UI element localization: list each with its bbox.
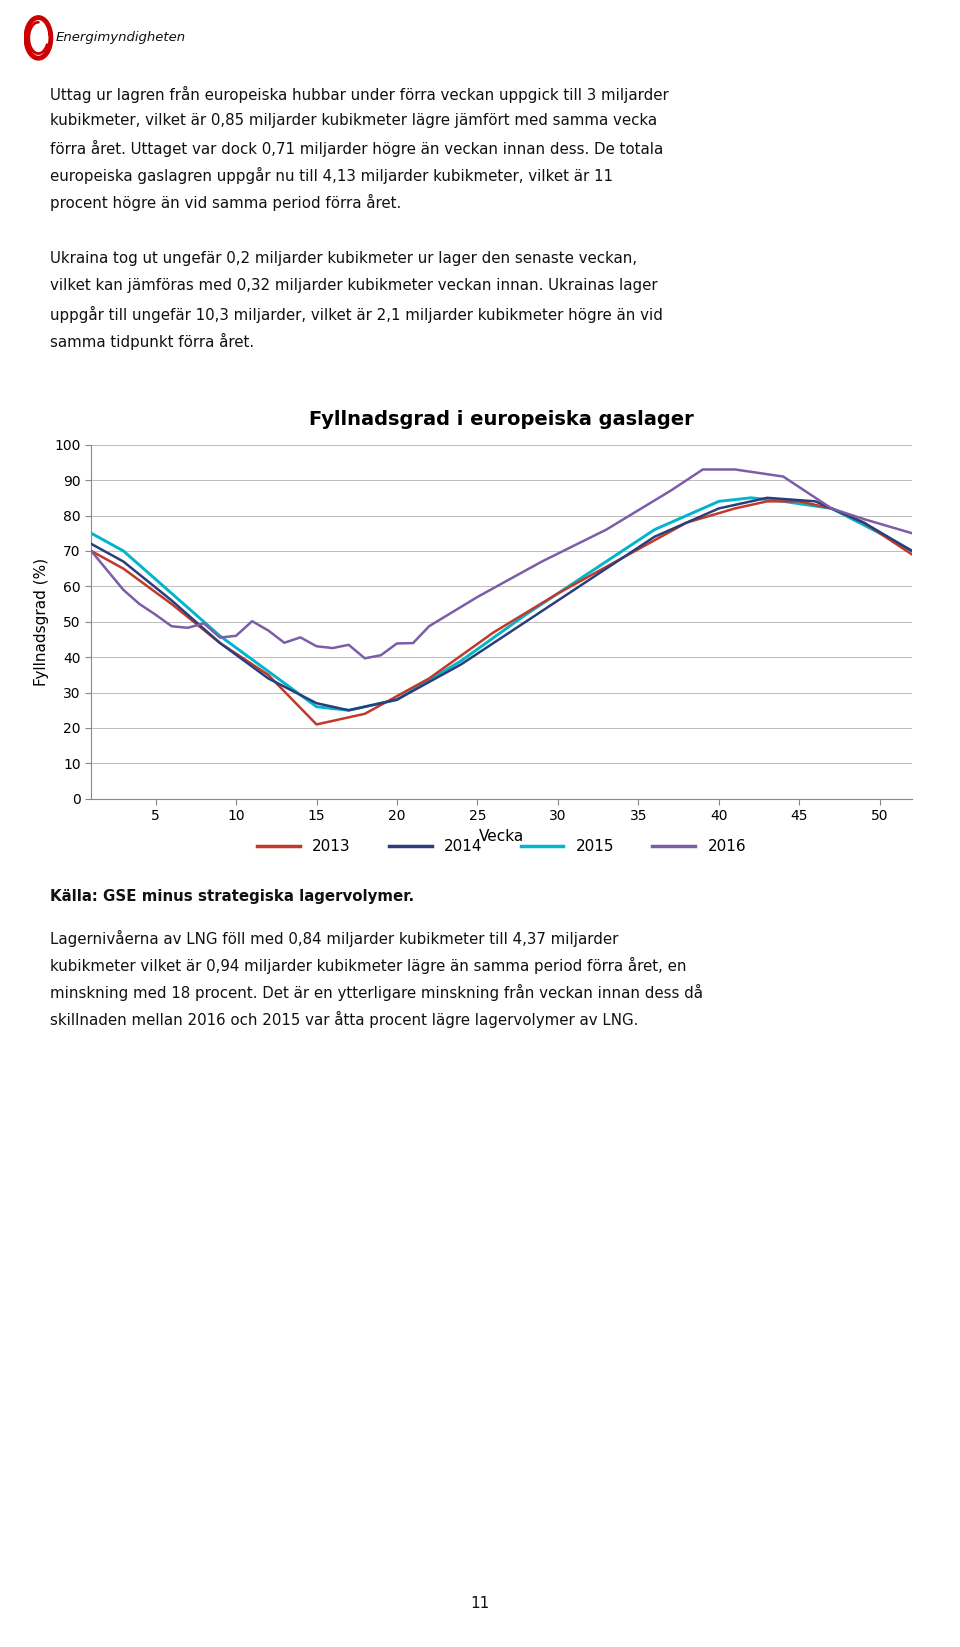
Text: Källa: GSE minus strategiska lagervolymer.: Källa: GSE minus strategiska lagervolyme…	[50, 889, 414, 904]
Text: skillnaden mellan 2016 och 2015 var åtta procent lägre lagervolymer av LNG.: skillnaden mellan 2016 och 2015 var åtta…	[50, 1011, 638, 1028]
Text: minskning med 18 procent. Det är en ytterligare minskning från veckan innan dess: minskning med 18 procent. Det är en ytte…	[50, 985, 703, 1001]
Text: förra året. Uttaget var dock 0,71 miljarder högre än veckan innan dess. De total: förra året. Uttaget var dock 0,71 miljar…	[50, 140, 663, 156]
Y-axis label: Fyllnadsgrad (%): Fyllnadsgrad (%)	[34, 558, 49, 685]
Text: procent högre än vid samma period förra året.: procent högre än vid samma period förra …	[50, 194, 401, 211]
Text: vilket kan jämföras med 0,32 miljarder kubikmeter veckan innan. Ukrainas lager: vilket kan jämföras med 0,32 miljarder k…	[50, 278, 658, 293]
Text: Energimyndigheten: Energimyndigheten	[56, 31, 186, 44]
Text: uppgår till ungefär 10,3 miljarder, vilket är 2,1 miljarder kubikmeter högre än : uppgår till ungefär 10,3 miljarder, vilk…	[50, 306, 662, 323]
Text: kubikmeter, vilket är 0,85 miljarder kubikmeter lägre jämfört med samma vecka: kubikmeter, vilket är 0,85 miljarder kub…	[50, 112, 657, 128]
Text: kubikmeter vilket är 0,94 miljarder kubikmeter lägre än samma period förra året,: kubikmeter vilket är 0,94 miljarder kubi…	[50, 957, 686, 973]
Text: samma tidpunkt förra året.: samma tidpunkt förra året.	[50, 333, 254, 349]
X-axis label: Vecka: Vecka	[479, 828, 524, 843]
Text: Uttag ur lagren från europeiska hubbar under förra veckan uppgick till 3 miljard: Uttag ur lagren från europeiska hubbar u…	[50, 86, 669, 102]
Legend: 2013, 2014, 2015, 2016: 2013, 2014, 2015, 2016	[252, 833, 752, 860]
Text: Ukraina tog ut ungefär 0,2 miljarder kubikmeter ur lager den senaste veckan,: Ukraina tog ut ungefär 0,2 miljarder kub…	[50, 250, 637, 267]
Text: Lagernivåerna av LNG föll med 0,84 miljarder kubikmeter till 4,37 miljarder: Lagernivåerna av LNG föll med 0,84 milja…	[50, 929, 618, 947]
Title: Fyllnadsgrad i europeiska gaslager: Fyllnadsgrad i europeiska gaslager	[309, 410, 694, 430]
Text: europeiska gaslagren uppgår nu till 4,13 miljarder kubikmeter, vilket är 11: europeiska gaslagren uppgår nu till 4,13…	[50, 166, 612, 184]
Text: 11: 11	[470, 1596, 490, 1611]
